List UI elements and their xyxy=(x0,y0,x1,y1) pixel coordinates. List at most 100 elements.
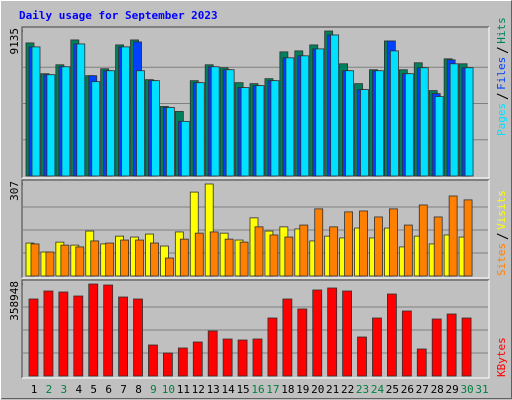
bar xyxy=(282,298,293,377)
bar xyxy=(330,34,340,177)
y-max-label: 358948 xyxy=(8,281,21,321)
bar xyxy=(284,236,294,277)
bar xyxy=(43,290,54,377)
bar xyxy=(148,344,158,377)
bar xyxy=(254,226,264,277)
bar xyxy=(224,238,234,277)
bar xyxy=(209,231,219,277)
bar xyxy=(446,313,457,377)
bar xyxy=(46,74,56,177)
bar xyxy=(464,67,474,177)
bar xyxy=(225,69,235,177)
bar xyxy=(431,318,442,377)
bar xyxy=(416,348,427,377)
x-tick-label: 27 xyxy=(416,383,429,396)
bar xyxy=(30,243,40,277)
legend-separator xyxy=(496,233,509,240)
bar xyxy=(403,224,413,277)
bar xyxy=(404,73,414,177)
bar xyxy=(192,341,203,377)
bar xyxy=(207,330,218,377)
plot-border-light xyxy=(22,27,490,179)
bar xyxy=(386,293,397,377)
x-tick-label: 21 xyxy=(326,383,339,396)
bar xyxy=(76,43,86,177)
bar xyxy=(204,183,214,277)
x-tick-label: 2 xyxy=(46,383,53,396)
x-tick-label: 10 xyxy=(162,383,175,396)
bar xyxy=(461,317,472,377)
bar xyxy=(103,284,114,377)
chart-title: Daily usage for September 2023 xyxy=(19,9,218,22)
x-tick-label: 25 xyxy=(386,383,399,396)
legend-label: KBytes xyxy=(495,337,508,377)
bar xyxy=(31,46,41,177)
y-max-label: 307 xyxy=(8,181,21,201)
x-tick-label: 3 xyxy=(61,383,68,396)
bar xyxy=(269,234,279,277)
bar xyxy=(237,339,248,377)
bar xyxy=(91,81,101,177)
bar xyxy=(75,246,85,277)
x-tick-label: 30 xyxy=(460,383,473,396)
bar xyxy=(88,283,99,377)
bar xyxy=(162,352,173,377)
bar xyxy=(150,242,159,277)
plot-border-light xyxy=(22,280,490,379)
bar xyxy=(463,199,473,277)
bar xyxy=(118,296,128,377)
bar xyxy=(164,257,174,277)
bar xyxy=(312,289,323,377)
x-tick-label: 22 xyxy=(341,383,354,396)
bar xyxy=(389,50,399,177)
y-max-label: 9135 xyxy=(8,28,21,55)
bar xyxy=(359,210,368,277)
x-tick-label: 19 xyxy=(296,383,309,396)
bar xyxy=(135,239,144,277)
plot-border-dark xyxy=(21,179,489,278)
bar xyxy=(374,216,383,277)
x-tick-label: 8 xyxy=(135,383,142,396)
x-tick-label: 13 xyxy=(207,383,220,396)
bar xyxy=(28,298,39,377)
legend-label: Hits xyxy=(495,17,508,44)
bar xyxy=(388,208,398,277)
bar xyxy=(418,204,428,277)
bar xyxy=(270,80,280,177)
bar xyxy=(419,67,429,177)
legend-separator xyxy=(496,93,509,100)
x-tick-label: 28 xyxy=(431,383,444,396)
bar xyxy=(165,107,175,177)
plot-border-dark xyxy=(21,279,489,378)
bar xyxy=(342,290,353,377)
bar xyxy=(133,298,143,377)
bar xyxy=(433,216,443,277)
bar xyxy=(314,208,324,277)
bar xyxy=(267,317,278,377)
x-tick-label: 24 xyxy=(371,383,385,396)
bar xyxy=(239,241,249,277)
bar xyxy=(58,291,69,377)
bar xyxy=(222,338,233,377)
bar xyxy=(300,55,310,177)
bar xyxy=(357,336,367,377)
x-tick-label: 14 xyxy=(222,383,236,396)
bar xyxy=(360,89,369,177)
x-tick-label: 15 xyxy=(236,383,249,396)
legend: Sites Visits xyxy=(495,190,509,276)
legend: Pages Files Hits xyxy=(495,17,509,136)
x-tick-label: 31 xyxy=(475,383,488,396)
bar xyxy=(121,46,130,177)
plot-border-dark xyxy=(21,26,489,178)
x-tick-label: 11 xyxy=(177,383,190,396)
bar xyxy=(401,310,412,377)
bar xyxy=(255,85,265,177)
x-tick-label: 12 xyxy=(192,383,205,396)
bar xyxy=(327,287,338,377)
bar xyxy=(252,338,263,377)
x-tick-label: 20 xyxy=(311,383,324,396)
x-tick-label: 16 xyxy=(251,383,264,396)
bar xyxy=(151,80,160,177)
